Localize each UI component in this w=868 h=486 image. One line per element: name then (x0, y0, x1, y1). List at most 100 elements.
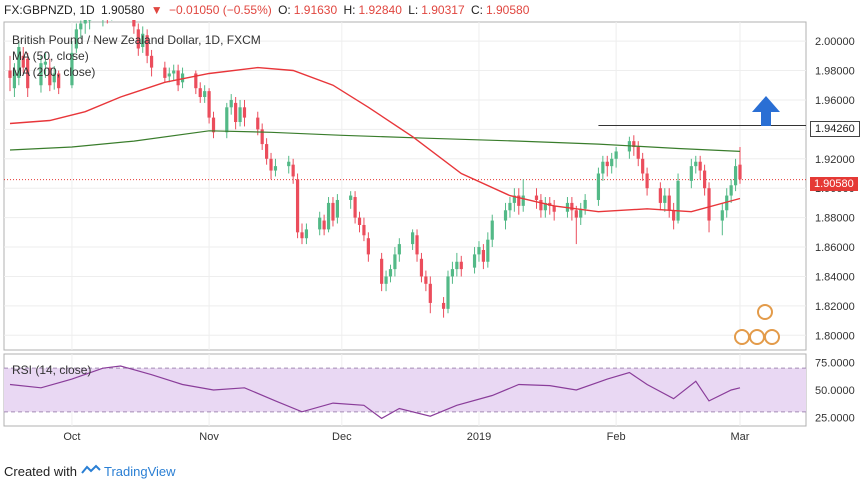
time-tick-label: 2019 (467, 431, 491, 443)
price-pane (3, 21, 807, 351)
price-tick-label: 2.00000 (815, 36, 855, 48)
bear-candle (211, 117, 216, 133)
bear-candle (353, 197, 357, 218)
tradingview-brand[interactable]: TradingView (104, 464, 176, 479)
down-arrow-icon: ▼ (150, 3, 163, 17)
event-badge-icon (764, 329, 780, 345)
bear-candle (481, 249, 485, 262)
price-tick-label: 1.82000 (815, 301, 855, 313)
price-tick-label: 1.80000 (815, 330, 855, 342)
bull-candle (388, 269, 393, 277)
bear-candle (419, 258, 424, 277)
bull-candle (203, 91, 207, 98)
bear-candle (459, 261, 463, 270)
bear-candle (295, 179, 300, 233)
footer: Created with TradingView (4, 464, 176, 479)
bear-candle (132, 20, 136, 27)
bear-candle (260, 129, 264, 145)
bear-candle (300, 232, 304, 239)
bull-candle (446, 276, 450, 309)
bear-candle (645, 173, 649, 189)
bear-candle (366, 238, 370, 255)
bear-candle (380, 258, 384, 284)
open-label: O: (278, 3, 291, 17)
high-value: 1.92840 (358, 3, 402, 17)
bull-candle (167, 73, 171, 77)
bear-candle (207, 91, 211, 118)
bull-candle (610, 158, 614, 167)
bull-candle (70, 52, 74, 86)
bear-candle (149, 55, 154, 68)
bear-candle (574, 210, 578, 218)
bear-candle (57, 73, 61, 89)
chart-legend-title: British Pound / New Zealand Dollar, 1D, … (12, 33, 261, 47)
ma200-legend: MA (200, close) (12, 65, 96, 79)
bull-candle (172, 70, 176, 74)
price-tick-label: 1.96000 (815, 95, 855, 107)
bull-candle (614, 151, 618, 159)
bull-candle (79, 23, 83, 30)
bull-candle (52, 73, 56, 83)
bear-candle (570, 202, 574, 211)
bull-candle (725, 195, 729, 211)
bear-candle (428, 283, 432, 303)
event-badge-icon (757, 304, 773, 320)
bull-candle (694, 161, 698, 167)
bull-candle (43, 61, 47, 65)
bull-candle (689, 166, 693, 181)
bull-candle (304, 229, 309, 239)
bear-candle (234, 102, 238, 123)
bull-candle (676, 180, 680, 221)
bull-candle (287, 161, 291, 167)
price-tick-label: 1.98000 (815, 66, 855, 78)
bull-candle (583, 199, 587, 209)
bull-candle (74, 29, 78, 49)
symbol-label: FX:GBPNZD, 1D (4, 3, 95, 17)
ma200-line (9, 130, 741, 152)
time-tick-label: Mar (731, 431, 750, 443)
bear-candle (517, 195, 521, 206)
close-label: C: (470, 3, 483, 17)
bull-candle (455, 261, 459, 270)
bear-candle (357, 217, 362, 225)
price-tick-label: 1.84000 (815, 271, 855, 283)
chart-canvas[interactable]: 2.000001.980001.960001.940001.920001.900… (0, 20, 868, 456)
price-tick-label: 1.92000 (815, 154, 855, 166)
last-price-tag: 1.90580 (810, 177, 858, 191)
bear-candle (707, 188, 711, 221)
bear-candle (21, 55, 25, 68)
rsi-band (4, 368, 806, 412)
bull-candle (17, 47, 21, 78)
bull-candle (490, 220, 494, 240)
time-tick-label: Dec (332, 431, 352, 443)
bull-candle (335, 199, 339, 218)
bull-candle (238, 107, 242, 123)
price-tick-label: 1.88000 (815, 213, 855, 225)
ma50-legend: MA (50, close) (12, 49, 89, 63)
bull-candle (579, 208, 583, 218)
resistance-price-tag: 1.94260 (810, 121, 860, 137)
bear-candle (194, 73, 198, 89)
bull-candle (503, 210, 508, 221)
bull-candle (477, 247, 481, 255)
bull-candle (318, 217, 322, 230)
bull-candle (326, 202, 331, 230)
open-value: 1.91630 (293, 3, 338, 17)
bear-candle (424, 276, 428, 284)
bear-candle (136, 29, 140, 49)
bull-candle (12, 70, 17, 89)
bear-candle (636, 147, 640, 159)
created-with-label: Created with (4, 464, 77, 479)
bear-candle (256, 117, 260, 130)
rsi-line (9, 365, 741, 420)
bull-candle (729, 185, 733, 196)
event-badge-icon (749, 329, 765, 345)
bear-candle (198, 88, 202, 98)
bear-candle (738, 164, 742, 180)
chart-frame[interactable]: 2.000001.980001.960001.940001.920001.900… (0, 20, 868, 456)
bull-candle (141, 33, 145, 48)
bull-candle (411, 232, 415, 245)
bear-candle (703, 170, 707, 189)
bull-candle (384, 276, 388, 284)
bull-candle (733, 166, 738, 186)
